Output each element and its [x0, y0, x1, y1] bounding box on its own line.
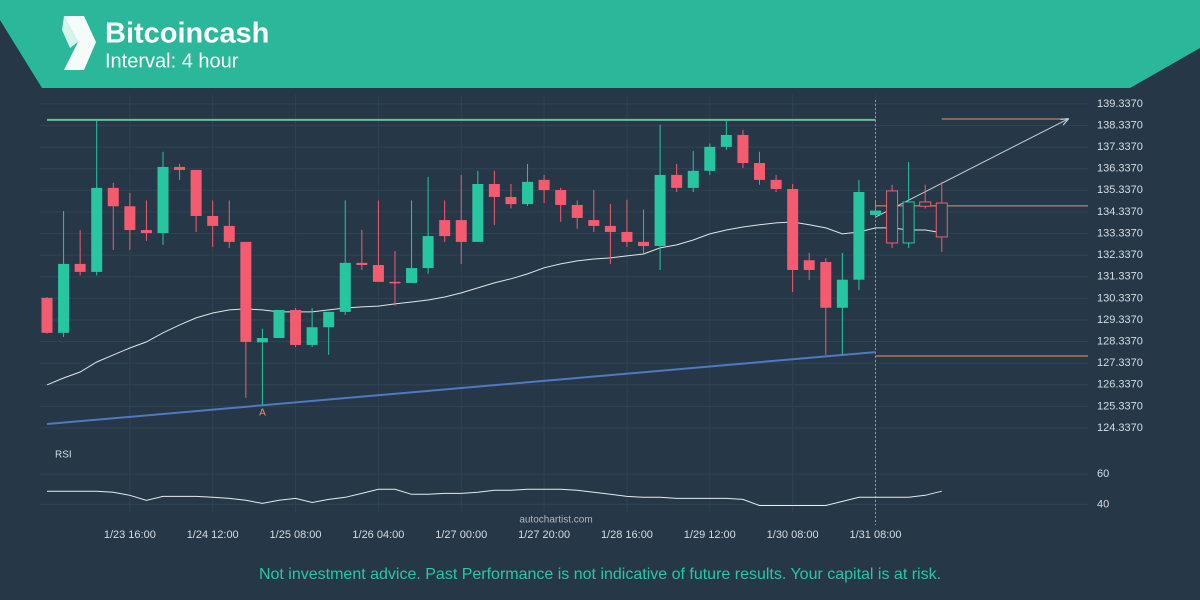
candle-body: [571, 204, 583, 218]
candle-body: [935, 202, 948, 238]
candle-body: [140, 230, 152, 234]
x-tick-label: 1/24 12:00: [187, 529, 239, 541]
disclaimer: Not investment advice. Past Performance …: [259, 566, 941, 583]
candle-body: [174, 166, 186, 170]
candle-body: [58, 263, 70, 333]
rsi-label: RSI: [55, 450, 72, 461]
candle-body: [522, 181, 534, 205]
candle-body: [886, 190, 899, 244]
candle-body: [588, 220, 600, 226]
candle-body: [505, 196, 517, 205]
candle-body: [604, 225, 616, 232]
x-tick-label: 1/25 08:00: [270, 529, 322, 541]
plot-area: 139.3370 138.3370 137.3370 136.3370 135.3370…: [40, 95, 1143, 541]
candle-body: [223, 225, 235, 242]
candle-body: [41, 297, 53, 333]
watermark: autochartist.com: [519, 515, 592, 526]
x-tick-label: 1/28 16:00: [601, 529, 653, 541]
rsi-tick-label: 40: [1097, 498, 1109, 510]
point-label: A: [259, 408, 266, 419]
x-tick-label: 1/30 08:00: [767, 529, 819, 541]
candle-body: [157, 166, 169, 234]
x-tick-label: 1/29 12:00: [684, 529, 736, 541]
candle-body: [720, 134, 732, 147]
y-tick-label: 134.3370: [1097, 206, 1143, 218]
candle-body: [538, 179, 550, 191]
candle-body: [74, 263, 86, 272]
candle-body: [687, 170, 699, 188]
candle-body: [124, 206, 136, 231]
candle-body: [902, 201, 915, 244]
candle-body: [853, 191, 865, 280]
y-tick-label: 128.3370: [1097, 335, 1143, 347]
rsi-line: [47, 488, 942, 506]
candle-body: [488, 184, 500, 197]
candle-body: [638, 241, 650, 247]
candle-body: [770, 179, 782, 189]
candle-body: [207, 215, 219, 226]
candle-body: [107, 187, 119, 207]
chart-subtitle: Interval: 4 hour: [105, 50, 239, 72]
candle-body: [555, 190, 567, 205]
candle-body: [240, 241, 252, 342]
y-tick-label: 129.3370: [1097, 314, 1143, 326]
candle-body: [372, 265, 384, 282]
candle-body: [704, 146, 716, 171]
chart-title: Bitcoincash: [105, 18, 269, 50]
candle-body: [339, 262, 351, 312]
support-line: [46, 351, 876, 426]
y-tick-label: 136.3370: [1097, 163, 1143, 175]
candle-body: [439, 220, 451, 237]
y-tick-label: 126.3370: [1097, 379, 1143, 391]
y-tick-label: 139.3370: [1097, 98, 1143, 110]
candle-body: [190, 169, 202, 216]
candle-body: [306, 327, 318, 345]
candle-body: [406, 268, 418, 283]
header-banner: [0, 0, 1200, 88]
candle-body: [754, 163, 766, 180]
candle-body: [422, 236, 434, 269]
x-tick-label: 1/27 00:00: [435, 529, 487, 541]
forecast-arrow: [875, 119, 1069, 218]
candle-body: [455, 220, 467, 242]
candle-body: [290, 309, 302, 345]
candle-body: [787, 188, 799, 270]
logo: [62, 16, 96, 70]
y-tick-label: 127.3370: [1097, 357, 1143, 369]
candle-body: [654, 174, 666, 247]
y-tick-label: 133.3370: [1097, 227, 1143, 239]
x-tick-label: 1/27 20:00: [518, 529, 570, 541]
candle-body: [919, 201, 932, 207]
candle-body: [256, 338, 268, 343]
y-tick-label: 131.3370: [1097, 271, 1143, 283]
candle-body: [356, 262, 368, 266]
candle-body: [820, 261, 832, 308]
candle-body: [870, 210, 881, 215]
y-tick-label: 138.3370: [1097, 119, 1143, 131]
candle-body: [621, 231, 633, 242]
x-tick-label: 1/23 16:00: [104, 529, 156, 541]
candle-body: [671, 174, 683, 188]
x-tick-label: 1/31 08:00: [850, 529, 902, 541]
x-tick-label: 1/26 04:00: [352, 529, 404, 541]
candle-body: [389, 281, 401, 284]
y-tick-label: 130.3370: [1097, 292, 1143, 304]
y-tick-label: 124.3370: [1097, 422, 1143, 434]
candle-body: [803, 260, 815, 270]
y-tick-label: 135.3370: [1097, 184, 1143, 196]
candle-body: [737, 134, 749, 164]
candle-body: [323, 311, 335, 328]
y-tick-label: 137.3370: [1097, 141, 1143, 153]
y-tick-label: 132.3370: [1097, 249, 1143, 261]
y-tick-label: 125.3370: [1097, 400, 1143, 412]
candle-body: [91, 187, 103, 272]
candle-body: [836, 279, 848, 308]
candle-body: [472, 184, 484, 242]
candle-body: [273, 309, 285, 339]
rsi-tick-label: 60: [1097, 468, 1109, 480]
